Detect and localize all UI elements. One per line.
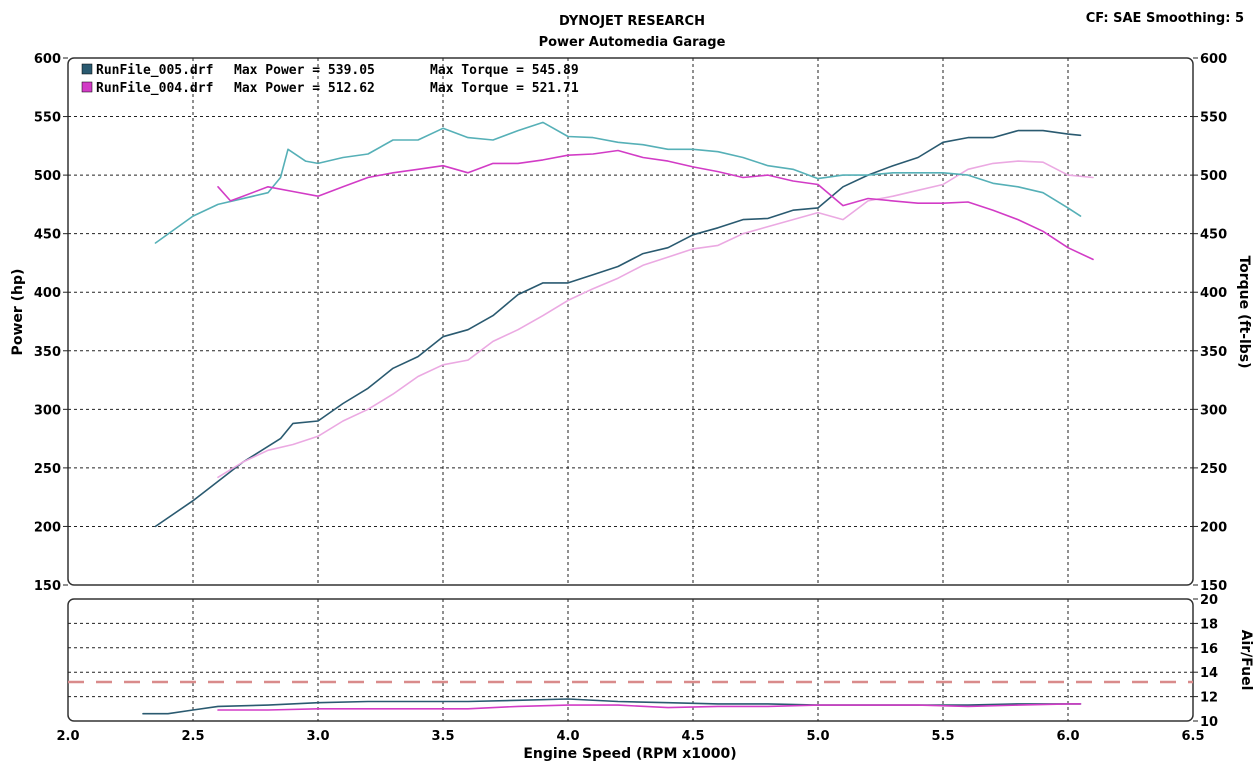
series-line-runfile_005-torque <box>154 121 1082 244</box>
y-tick-label: 550 <box>34 111 61 126</box>
x-tick-label: 4.5 <box>681 729 704 744</box>
y-tick-label: 250 <box>34 462 61 477</box>
afr-grid: 10 12 14 16 18 20 <box>68 593 1218 730</box>
afr-line-runfile_004 <box>217 703 1082 711</box>
x-axis-label: Engine Speed (RPM x1000) <box>523 746 736 762</box>
afr-axis-label: Air/Fuel <box>1238 630 1254 691</box>
afr-tick-label: 12 <box>1200 691 1218 706</box>
x-axis-ticks: 2.0 2.5 3.0 3.5 4.0 4.5 5.0 5.5 6.0 6.5 <box>56 729 1204 744</box>
afr-series-group <box>142 698 1082 715</box>
y-tick-label-right: 550 <box>1200 111 1227 126</box>
series-line-runfile_005-power <box>154 129 1082 528</box>
x-tick-label: 3.5 <box>431 729 454 744</box>
afr-tick-label: 18 <box>1200 617 1218 632</box>
legend: RunFile_005.drf Max Power = 539.05 Max T… <box>81 63 579 96</box>
y-tick-label-right: 200 <box>1200 520 1227 535</box>
main-plot-frame <box>67 57 1194 586</box>
y-tick-label-right: 450 <box>1200 228 1227 243</box>
series-line-runfile_004-torque <box>217 149 1094 261</box>
chart-title: DYNOJET RESEARCH <box>559 14 705 29</box>
y-tick-label-right: 300 <box>1200 403 1227 418</box>
y-tick-label: 300 <box>34 403 61 418</box>
legend-power-run004: Max Power = 512.62 <box>234 81 375 96</box>
y-axis-label-left: Power (hp) <box>10 269 26 356</box>
y-tick-label: 600 <box>34 52 61 67</box>
x-tick-label: 3.0 <box>306 729 329 744</box>
afr-tick-label: 10 <box>1200 715 1218 730</box>
x-tick-label: 2.0 <box>56 729 79 744</box>
afr-tick-label: 14 <box>1200 666 1218 681</box>
y-tick-label: 500 <box>34 169 61 184</box>
y-tick-label: 400 <box>34 286 61 301</box>
legend-file-run005: RunFile_005.drf <box>96 63 213 78</box>
y-tick-label-right: 500 <box>1200 169 1227 184</box>
legend-swatch-run005 <box>81 63 93 75</box>
y-tick-label-right: 150 <box>1200 579 1227 594</box>
legend-torque-run004: Max Torque = 521.71 <box>430 81 579 96</box>
legend-swatch-run004 <box>81 81 93 93</box>
y-tick-label-right: 600 <box>1200 52 1227 67</box>
x-tick-label: 6.0 <box>1056 729 1079 744</box>
series-line-runfile_004-power <box>217 160 1094 479</box>
legend-torque-run005: Max Torque = 545.89 <box>430 63 579 78</box>
y-tick-label-right: 400 <box>1200 286 1227 301</box>
x-tick-label: 2.5 <box>181 729 204 744</box>
x-tick-label: 5.0 <box>806 729 829 744</box>
main-grid: 150 150 200 200 250 250 300 300 350 350 400 400 450 4… <box>34 52 1227 594</box>
afr-tick-label: 20 <box>1200 593 1218 608</box>
y-tick-label: 350 <box>34 345 61 360</box>
y-tick-label: 450 <box>34 228 61 243</box>
afr-plot-frame <box>67 598 1194 722</box>
chart-subtitle: Power Automedia Garage <box>539 35 726 50</box>
y-tick-label: 150 <box>34 579 61 594</box>
y-tick-label: 200 <box>34 520 61 535</box>
x-tick-label: 6.5 <box>1181 729 1204 744</box>
legend-power-run005: Max Power = 539.05 <box>234 63 375 78</box>
afr-tick-label: 16 <box>1200 642 1218 657</box>
legend-file-run004: RunFile_004.drf <box>96 81 213 96</box>
y-tick-label-right: 350 <box>1200 345 1227 360</box>
x-tick-label: 4.0 <box>556 729 579 744</box>
y-tick-label-right: 250 <box>1200 462 1227 477</box>
y-axis-label-right: Torque (ft-lbs) <box>1236 255 1252 368</box>
x-tick-label: 5.5 <box>931 729 954 744</box>
main-series-group <box>154 121 1094 528</box>
correction-label: CF: SAE Smoothing: 5 <box>1086 11 1244 26</box>
